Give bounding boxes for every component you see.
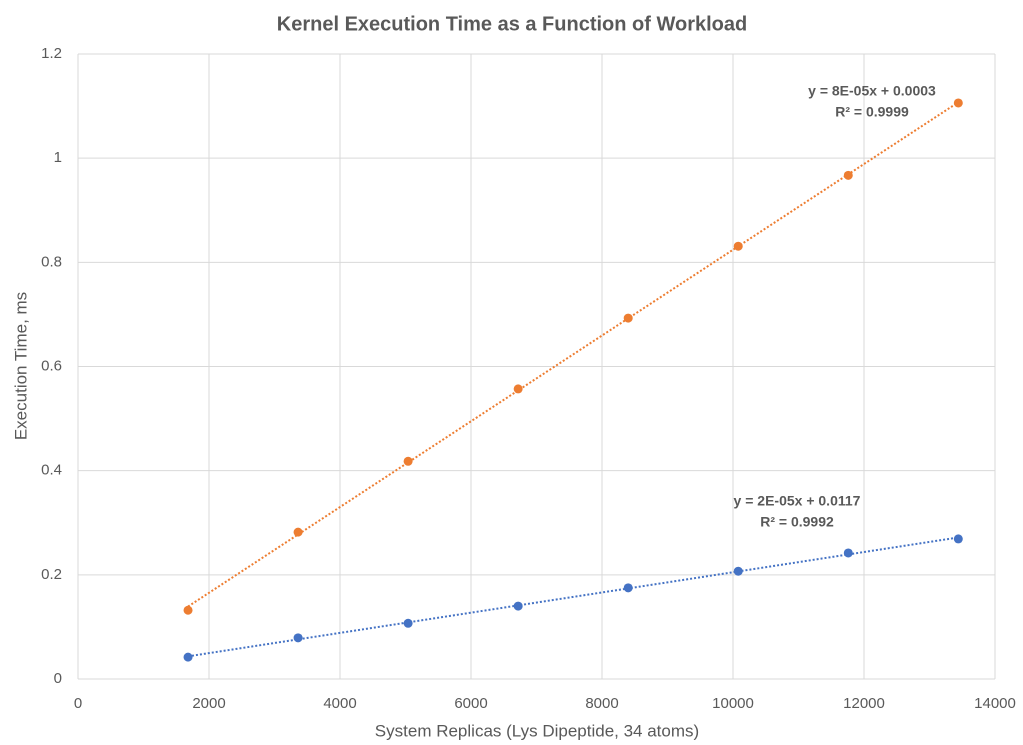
y-tick-label: 1.2 <box>41 45 62 62</box>
data-point <box>953 98 963 108</box>
data-point <box>293 527 303 537</box>
x-tick-label: 0 <box>74 695 82 712</box>
y-tick-label: 0 <box>54 670 62 687</box>
data-point <box>513 601 523 611</box>
data-point <box>183 605 193 615</box>
data-point <box>183 652 193 662</box>
trendline-equation: y = 2E-05x + 0.0117 <box>734 493 861 509</box>
data-point <box>403 456 413 466</box>
x-tick-label: 12000 <box>843 695 885 712</box>
data-point <box>733 566 743 576</box>
trendline <box>187 536 959 658</box>
x-tick-label: 10000 <box>712 695 754 712</box>
data-point <box>513 384 523 394</box>
data-point <box>733 241 743 251</box>
data-point <box>293 633 303 643</box>
trendline-equation: R² = 0.9992 <box>760 514 834 530</box>
trendline <box>187 101 959 608</box>
y-tick-label: 0.4 <box>41 462 62 479</box>
x-tick-label: 8000 <box>585 695 618 712</box>
trendline-equation: R² = 0.9999 <box>835 104 909 120</box>
data-point <box>953 534 963 544</box>
x-tick-label: 14000 <box>974 695 1016 712</box>
x-tick-label: 4000 <box>323 695 356 712</box>
y-tick-label: 1 <box>54 149 62 166</box>
x-axis-title: System Replicas (Lys Dipeptide, 34 atoms… <box>375 721 699 740</box>
data-point <box>843 170 853 180</box>
data-point <box>403 618 413 628</box>
data-point <box>623 313 633 323</box>
y-axis-title: Execution Time, ms <box>11 292 30 440</box>
y-tick-label: 0.6 <box>41 357 62 374</box>
x-tick-label: 2000 <box>192 695 225 712</box>
y-tick-label: 0.8 <box>41 253 62 270</box>
trendline-equation: y = 8E-05x + 0.0003 <box>808 83 936 99</box>
data-point <box>623 583 633 593</box>
chart-title: Kernel Execution Time as a Function of W… <box>277 13 747 35</box>
data-point <box>843 548 853 558</box>
y-tick-label: 0.2 <box>41 566 62 583</box>
x-tick-label: 6000 <box>454 695 487 712</box>
